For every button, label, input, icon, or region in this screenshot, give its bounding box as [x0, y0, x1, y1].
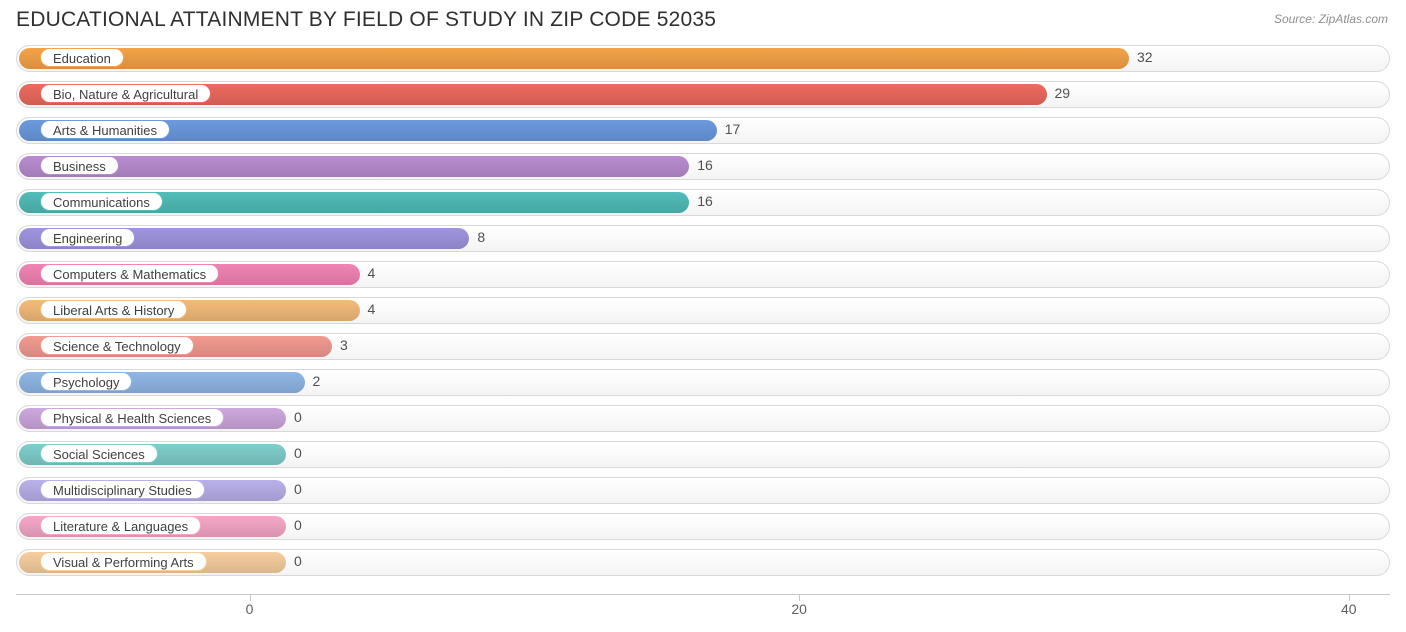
category-pill: Psychology — [40, 372, 132, 391]
bar-value-label: 0 — [294, 517, 302, 533]
category-pill: Liberal Arts & History — [40, 300, 187, 319]
bar-value-label: 17 — [725, 121, 741, 137]
bar-row: Communications 16 — [16, 184, 1390, 220]
bar-value-label: 32 — [1137, 49, 1153, 65]
x-tick-label: 0 — [246, 601, 254, 617]
category-pill: Physical & Health Sciences — [40, 408, 224, 427]
category-pill: Education — [40, 48, 124, 67]
bar-value-label: 3 — [340, 337, 348, 353]
x-axis: 0 20 40 — [16, 595, 1390, 619]
category-pill: Science & Technology — [40, 336, 194, 355]
x-tick-mark — [1349, 594, 1350, 601]
category-pill: Engineering — [40, 228, 135, 247]
category-pill: Computers & Mathematics — [40, 264, 219, 283]
bar-value-label: 4 — [368, 265, 376, 281]
x-tick-mark — [799, 594, 800, 601]
bar-row: Physical & Health Sciences 0 — [16, 400, 1390, 436]
bar-row: Multidisciplinary Studies 0 — [16, 472, 1390, 508]
bar-value-label: 0 — [294, 481, 302, 497]
x-tick-label: 40 — [1341, 601, 1357, 617]
bar-row: Science & Technology 3 — [16, 328, 1390, 364]
bar-row: Computers & Mathematics 4 — [16, 256, 1390, 292]
bar-value-label: 0 — [294, 445, 302, 461]
bar-value-label: 16 — [697, 157, 713, 173]
category-pill: Visual & Performing Arts — [40, 552, 207, 571]
chart-header: EDUCATIONAL ATTAINMENT BY FIELD OF STUDY… — [0, 0, 1406, 36]
category-pill: Literature & Languages — [40, 516, 201, 535]
category-pill: Bio, Nature & Agricultural — [40, 84, 211, 103]
bar-row: Bio, Nature & Agricultural 29 — [16, 76, 1390, 112]
bar-value-label: 0 — [294, 553, 302, 569]
bar-value-label: 0 — [294, 409, 302, 425]
bar-row: Psychology 2 — [16, 364, 1390, 400]
bar-value-label: 2 — [313, 373, 321, 389]
bar-value-label: 29 — [1055, 85, 1071, 101]
bar-value-label: 16 — [697, 193, 713, 209]
bar-row: Arts & Humanities 17 — [16, 112, 1390, 148]
category-pill: Business — [40, 156, 119, 175]
bar-row: Business 16 — [16, 148, 1390, 184]
chart-source: Source: ZipAtlas.com — [1274, 12, 1388, 26]
bar-row: Engineering 8 — [16, 220, 1390, 256]
x-tick-label: 20 — [791, 601, 807, 617]
category-pill: Communications — [40, 192, 163, 211]
bar — [19, 48, 1129, 69]
chart-title: EDUCATIONAL ATTAINMENT BY FIELD OF STUDY… — [16, 8, 716, 32]
x-tick-mark — [250, 594, 251, 601]
bar-row: Literature & Languages 0 — [16, 508, 1390, 544]
category-pill: Multidisciplinary Studies — [40, 480, 205, 499]
plot-area: Education32Bio, Nature & Agricultural29A… — [16, 40, 1390, 595]
bar-row: Liberal Arts & History 4 — [16, 292, 1390, 328]
bar-value-label: 8 — [477, 229, 485, 245]
bar-row: Social Sciences 0 — [16, 436, 1390, 472]
category-pill: Arts & Humanities — [40, 120, 170, 139]
bar — [19, 156, 689, 177]
bar-value-label: 4 — [368, 301, 376, 317]
bar-row: Education 32 — [16, 40, 1390, 76]
category-pill: Social Sciences — [40, 444, 158, 463]
bar-row: Visual & Performing Arts 0 — [16, 544, 1390, 580]
chart-container: Education32Bio, Nature & Agricultural29A… — [0, 36, 1406, 619]
